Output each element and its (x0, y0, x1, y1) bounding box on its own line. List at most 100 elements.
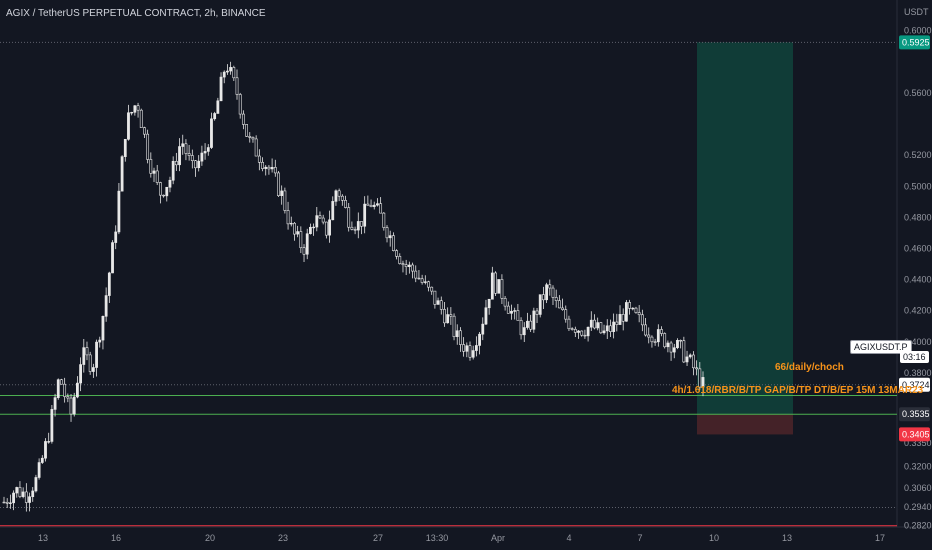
candle-body (583, 334, 587, 337)
candle-body (273, 167, 277, 174)
candle-body (178, 146, 181, 166)
candle-body (411, 264, 414, 272)
candle-body (401, 263, 405, 266)
candle-body (162, 194, 165, 197)
long-position-stop-zone (697, 414, 793, 435)
candle-body (88, 354, 92, 372)
x-tick-label: 13:30 (426, 533, 449, 543)
candle-body (200, 152, 204, 162)
candle-body (471, 350, 475, 358)
candle-body (487, 298, 491, 309)
candle-body (548, 284, 552, 289)
candle-body (206, 147, 210, 152)
candle-body (618, 314, 622, 325)
candle-body (637, 312, 641, 316)
y-tick-label: 0.2940 (904, 502, 932, 512)
candle-body (130, 112, 134, 114)
candle-body (391, 235, 395, 251)
x-tick-label: 10 (709, 533, 719, 543)
candle-body (653, 341, 657, 343)
candle-body (226, 70, 229, 73)
candle-body (500, 279, 504, 299)
candle-body (701, 377, 705, 388)
candle-body (334, 190, 338, 202)
candle-body (324, 221, 328, 236)
axis-unit-label: USDT (904, 7, 929, 17)
candle-body (474, 345, 478, 351)
x-tick-label: 7 (637, 533, 642, 543)
candle-body (24, 491, 28, 503)
candle-body (519, 320, 523, 336)
candle-body (111, 242, 114, 274)
candle-body (50, 409, 54, 442)
candle-body (104, 295, 108, 317)
candle-body (194, 160, 197, 169)
x-tick-label: 17 (875, 533, 885, 543)
candle-body (609, 325, 612, 332)
y-tick-label: 0.4200 (904, 306, 932, 316)
candle-body (245, 124, 248, 137)
candle-body (127, 112, 130, 140)
candle-body (267, 166, 271, 170)
candle-body (551, 287, 555, 298)
candle-body (143, 127, 146, 135)
candle-body (564, 309, 568, 320)
candle-body (676, 340, 679, 349)
price-tag-bg (899, 427, 930, 442)
candle-body (535, 310, 539, 315)
price-tag-label: 0.3405 (902, 429, 930, 439)
candle-body (280, 190, 284, 196)
y-tick-label: 0.4400 (904, 275, 932, 285)
candle-body (647, 334, 651, 338)
candle-body (679, 340, 683, 342)
y-tick-label: 0.4000 (904, 337, 932, 347)
candle-body (149, 159, 153, 174)
x-tick-label: 27 (373, 533, 383, 543)
candle-body (459, 330, 462, 345)
candle-body (107, 272, 111, 296)
candle-body (379, 203, 383, 214)
candle-body (171, 161, 175, 181)
candle-body (76, 382, 79, 398)
candle-body (340, 195, 344, 201)
candle-body (360, 221, 363, 227)
candle-body (293, 222, 296, 235)
candle-body (385, 227, 389, 239)
y-tick-label: 0.4800 (904, 212, 932, 222)
candle-body (37, 462, 41, 478)
candle-body (222, 71, 226, 78)
candle-body (219, 76, 223, 102)
candle-body (197, 160, 201, 169)
candle-body (663, 333, 667, 348)
price-tag-bg (899, 407, 930, 422)
y-tick-label: 0.5600 (904, 88, 932, 98)
candle-body (494, 272, 497, 294)
price-tag-label: 0.3724 (902, 380, 930, 390)
countdown-tag: 03:16 (900, 351, 929, 363)
candle-body (561, 307, 564, 310)
candle-body (522, 327, 526, 336)
candle-body (136, 105, 140, 111)
candle-body (331, 201, 335, 221)
candle-body (286, 210, 290, 225)
candle-body (356, 221, 360, 231)
candle-body (216, 100, 220, 114)
candle-body (577, 330, 580, 333)
candle-body (484, 307, 488, 325)
candle-body (344, 200, 347, 208)
candle-body (366, 203, 370, 206)
candle-body (235, 77, 239, 95)
candle-body (660, 329, 663, 334)
y-tick-label: 0.3200 (904, 461, 932, 471)
candle-body (82, 347, 86, 365)
candle-body (586, 326, 590, 337)
candle-body (624, 302, 628, 322)
candle-body (439, 300, 443, 310)
candle-body (101, 316, 105, 341)
candle-body (72, 396, 76, 415)
candle-body (66, 396, 70, 399)
candle-body (155, 170, 159, 183)
candle-body (436, 300, 440, 305)
candle-body (388, 235, 392, 239)
